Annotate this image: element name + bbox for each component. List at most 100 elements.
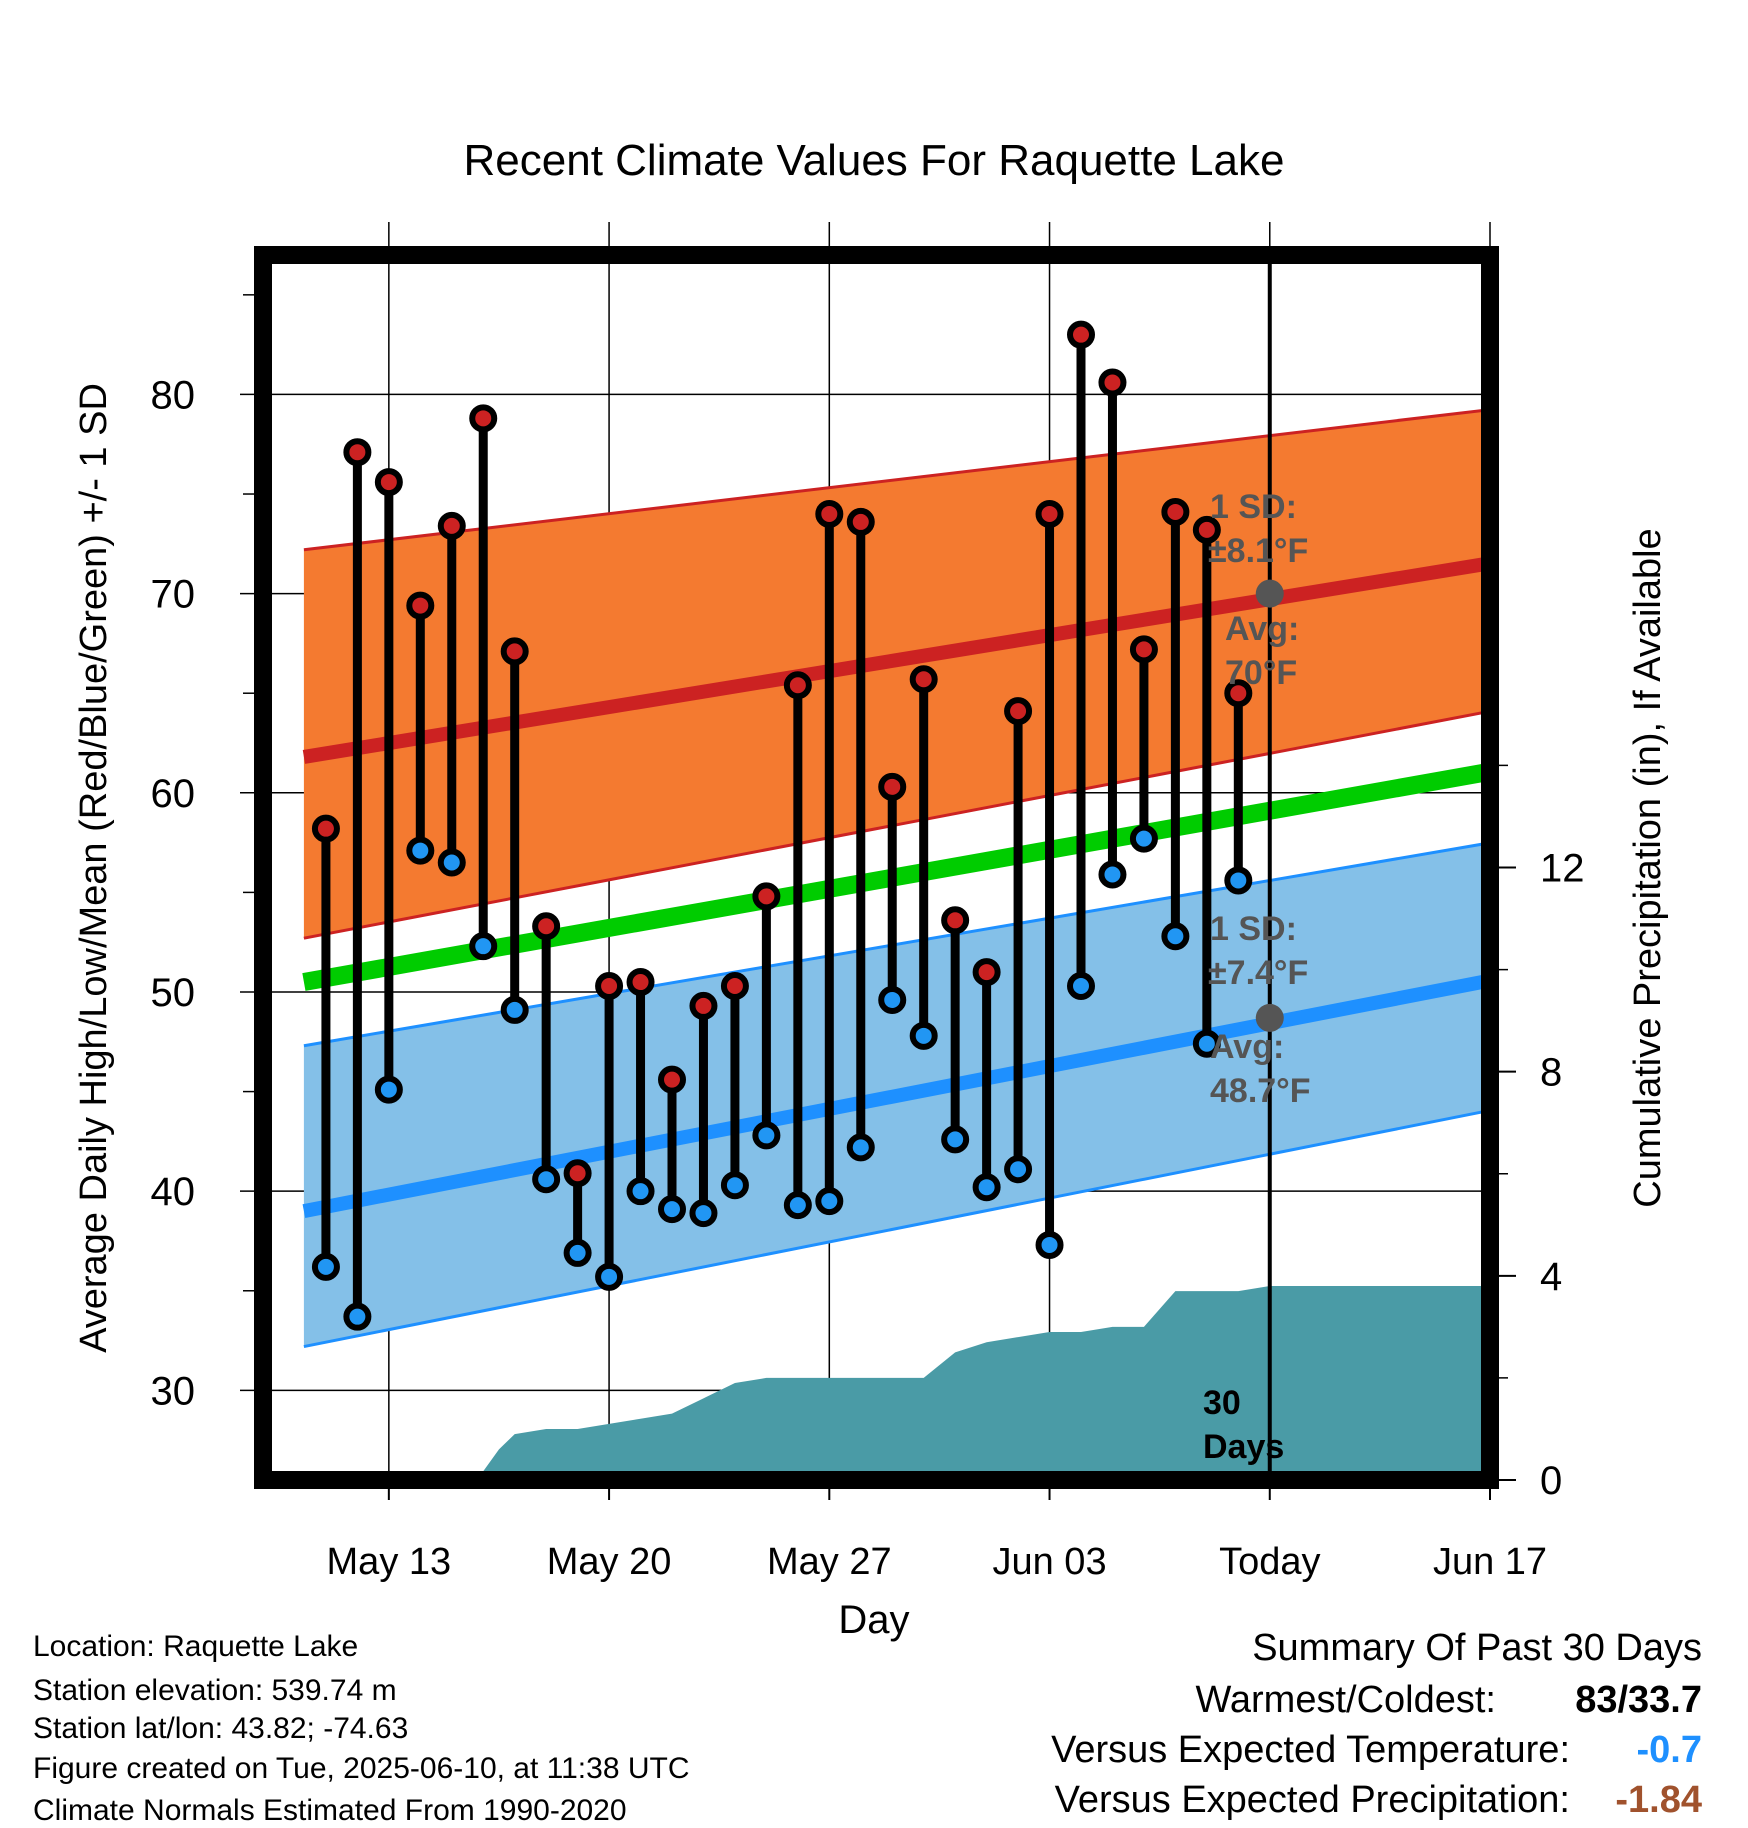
low-sd-value: ±7.4°F [1208,954,1308,992]
daily-low-marker [846,1133,875,1162]
y2-tick-label: 4 [1540,1255,1562,1299]
low-sd-label: 1 SD: [1210,910,1297,948]
daily-low-marker [1192,1029,1221,1058]
daily-low-marker [720,1171,749,1200]
x-axis-label: Day [838,1598,909,1642]
daily-high-marker [437,511,466,540]
daily-low-marker [1224,866,1253,895]
cumulative-precip-area [476,1286,1490,1480]
daily-high-marker [720,972,749,1001]
daily-low-marker [878,985,907,1014]
x-tick-label: Jun 03 [992,1541,1106,1583]
y-tick-label: 40 [151,1170,196,1214]
daily-high-marker [406,591,435,620]
summary-title: Summary Of Past 30 Days [1252,1627,1702,1669]
daily-low-marker [563,1238,592,1267]
x-tick-label: Today [1219,1541,1320,1583]
daily-high-marker [752,882,781,911]
daily-low-marker [532,1165,561,1194]
daily-high-marker [311,814,340,843]
daily-high-marker [374,468,403,497]
daily-low-marker [1067,972,1095,1001]
y2-axis-label: Cumulative Precipitation (in), If Availa… [1627,528,1669,1207]
daily-high-marker [783,671,812,700]
daily-low-marker [689,1199,718,1228]
daily-low-marker [469,932,498,961]
daily-high-marker [1161,497,1190,526]
daily-high-marker [343,438,372,467]
temp-departure-label: Versus Expected Temperature: [1051,1729,1570,1771]
daily-high-marker [1129,635,1158,664]
warmest-coldest-label: Warmest/Coldest: [1195,1679,1496,1721]
station-elevation: Station elevation: 539.74 m [33,1674,397,1707]
daily-high-marker [972,958,1001,987]
x-tick-label: May 27 [767,1541,892,1583]
daily-high-marker [815,499,844,528]
high-sd-value: ±8.1°F [1208,532,1308,570]
daily-low-marker [343,1302,372,1331]
y2-tick-label: 8 [1540,1051,1562,1095]
y2-tick-label: 12 [1540,847,1585,891]
y-tick-label: 70 [151,573,196,617]
normal-low-line [302,973,1490,1218]
chart-title: Recent Climate Values For Raquette Lake [464,136,1285,185]
normal-high-sd-band [303,409,1490,939]
daily-low-marker [752,1121,781,1150]
daily-low-marker [783,1191,812,1220]
y-tick-label: 80 [151,373,196,417]
daily-high-marker [626,968,655,997]
daily-low-marker [311,1252,340,1281]
daily-high-marker [878,772,907,801]
station-info: Location: Raquette Lake Station elevatio… [33,1630,690,1827]
normal-high-upper-edge [303,408,1490,552]
high-sd-label: 1 SD: [1210,488,1297,526]
high-avg-label: Avg: [1225,610,1299,648]
axes: May 13 May 20 May 27 Jun 03 Today Jun 1730405… [151,294,1585,1583]
daily-high-marker [1224,679,1253,708]
precip-departure-value: -1.84 [1615,1779,1702,1821]
figure-created: Figure created on Tue, 2025-06-10, at 11… [33,1752,690,1785]
daily-low-marker [437,848,466,877]
precip-days-number: 30 [1203,1384,1241,1422]
precip-departure-label: Versus Expected Precipitation: [1055,1779,1570,1821]
warmest-coldest-value: 83/33.7 [1575,1679,1702,1721]
climate-normals-note: Climate Normals Estimated From 1990-2020 [33,1794,627,1827]
normal-low-lower-edge [303,1108,1490,1349]
low-avg-marker [1255,1003,1284,1032]
daily-high-marker [658,1065,686,1094]
daily-high-marker [1035,499,1064,528]
daily-high-marker [846,507,875,536]
temp-departure-value: -0.7 [1637,1729,1702,1771]
daily-low-marker [595,1262,624,1291]
station-latlon: Station lat/lon: 43.82; -74.63 [33,1712,408,1745]
daily-high-marker [500,637,529,666]
daily-high-marker [941,906,970,935]
high-avg-value: 70°F [1225,654,1297,692]
station-location: Location: Raquette Lake [33,1630,358,1663]
y2-tick-label: 0 [1540,1459,1562,1503]
x-tick-label: May 20 [547,1541,672,1583]
daily-high-marker [1067,320,1095,349]
daily-low-marker [1161,922,1190,951]
daily-high-marker [909,665,938,694]
daily-high-marker [689,991,718,1020]
daily-low-marker [815,1187,844,1216]
daily-low-marker [658,1195,686,1224]
daily-low-marker [941,1125,970,1154]
x-tick-label: Jun 17 [1433,1541,1547,1583]
daily-high-marker [595,972,624,1001]
y-tick-label: 60 [151,772,196,816]
daily-high-marker [1192,515,1221,544]
daily-low-marker [1098,860,1127,889]
y-tick-label: 30 [151,1369,196,1413]
daily-low-marker [972,1173,1001,1202]
low-avg-value: 48.7°F [1210,1072,1311,1110]
daily-high-marker [532,912,561,941]
daily-high-marker [1004,697,1033,726]
plot-area [302,255,1490,1480]
daily-low-marker [1035,1230,1064,1259]
daily-low-marker [374,1075,403,1104]
daily-low-marker [909,1021,938,1050]
daily-bars [311,320,1253,1331]
